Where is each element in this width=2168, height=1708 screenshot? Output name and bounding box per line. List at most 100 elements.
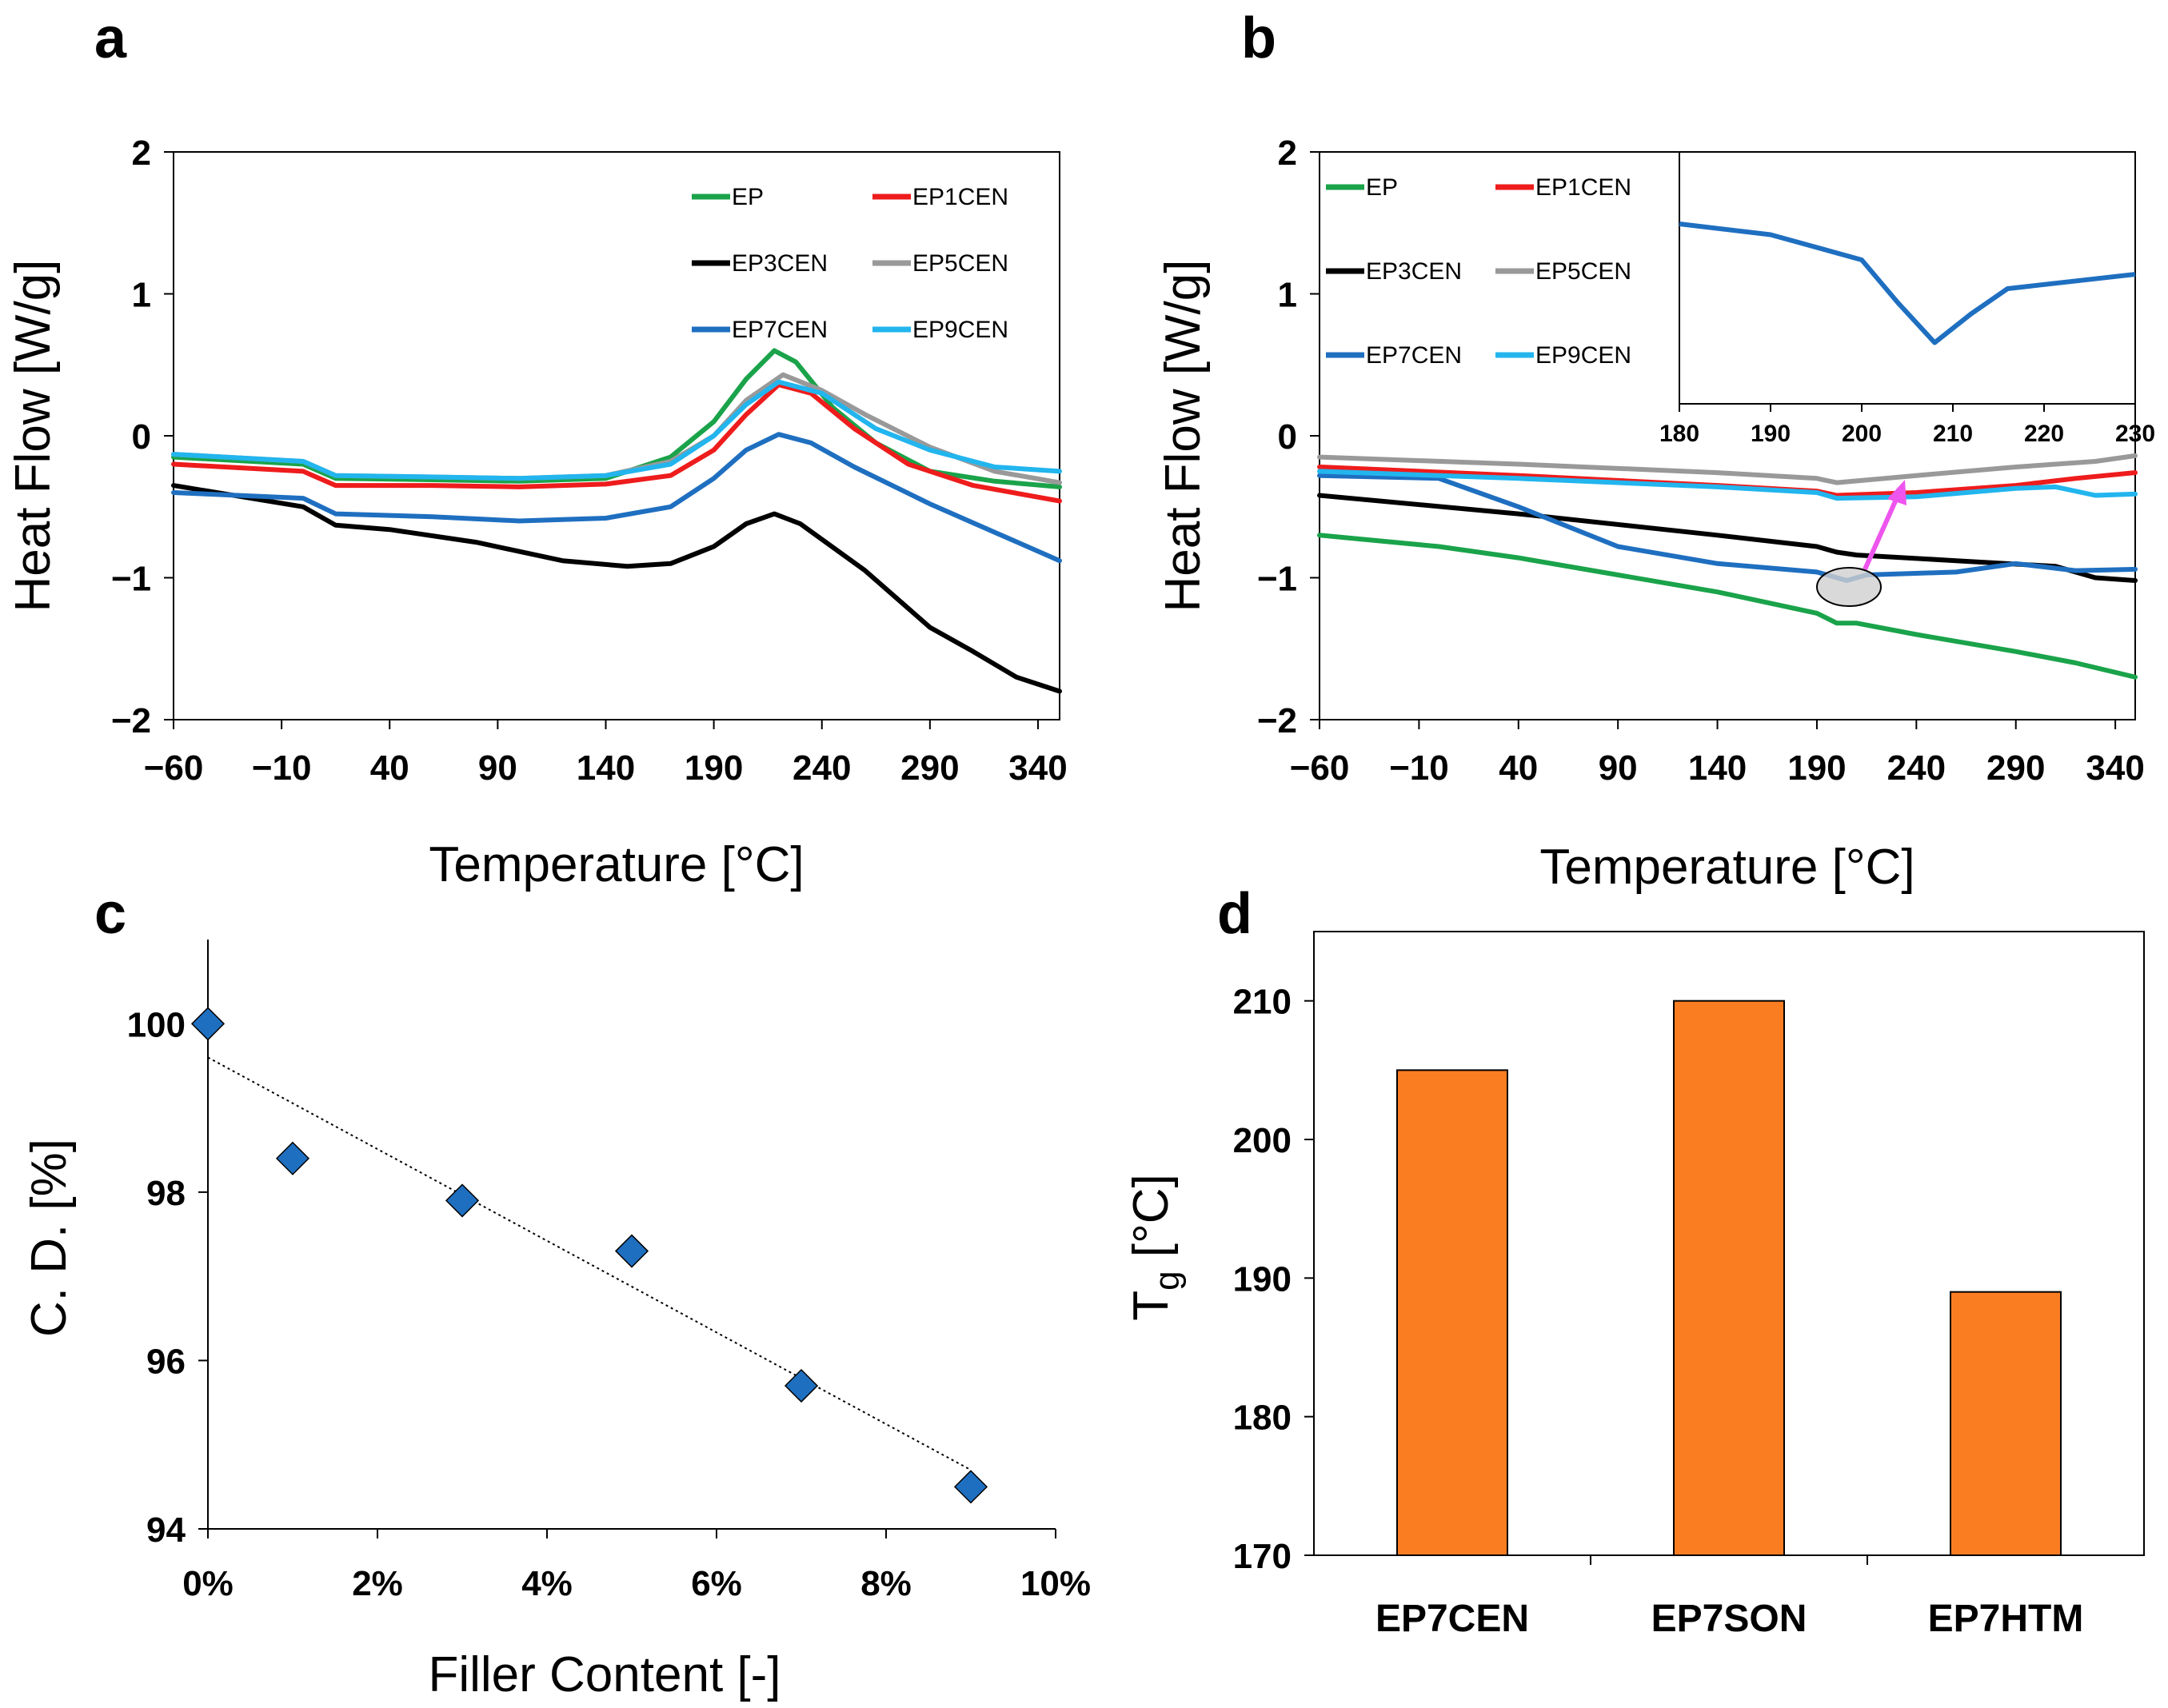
panel-d-category-label: EP7SON	[1651, 1598, 1807, 1640]
panel-a-series-ep	[171, 348, 1062, 489]
panel-a-series-ep9cen	[171, 379, 1062, 481]
panel-d-ytick-label: 180	[1233, 1399, 1292, 1438]
panel-b-ylabel: Heat Flow [W/g]	[1156, 260, 1211, 613]
panel-a-xlabel: Temperature [°C]	[429, 837, 804, 892]
panel-b-xtick-label: 240	[1887, 748, 1946, 788]
panel-d-ytick-label: 170	[1233, 1537, 1292, 1576]
panel-a-xtick-label: 90	[478, 748, 517, 788]
panel-c-data-point	[953, 1470, 988, 1504]
panel-b-series-ep	[1317, 533, 2138, 680]
panel-b-xtick-label: 40	[1499, 748, 1538, 788]
legend-label-ep5cen: EP5CEN	[1535, 258, 1631, 285]
panel-b-xtick-label: 90	[1599, 748, 1638, 788]
inset-series-ep7cen	[1679, 221, 2136, 345]
bar-ep7htm	[1950, 1291, 2062, 1556]
inset-xtick-label: 190	[1751, 421, 1791, 447]
panel-c-ytick-label: 96	[146, 1342, 186, 1381]
panel-c-xtick-label: 2%	[352, 1564, 403, 1603]
legend-label-ep3cen: EP3CEN	[1366, 258, 1462, 285]
legend-label-ep7cen: EP7CEN	[732, 317, 828, 343]
panel-a-xtick-label: 340	[1008, 748, 1067, 788]
panel-c-xtick-label: 8%	[860, 1564, 912, 1603]
panel-a-xtick-label: 140	[577, 748, 635, 788]
panel-d-ylabel-unit: [°C]	[1124, 1174, 1179, 1271]
panel-b-xtick-label: 140	[1688, 748, 1747, 788]
panel-b-series-ep7cen	[1317, 473, 2138, 583]
panel-c: c 0% 2% 4% 6% 8% 10% 94 96 98 100 Filler Content …	[22, 882, 1091, 1702]
panel-b-series-ep3cen	[1317, 493, 2138, 583]
panel-b-xtick-label: 290	[1986, 748, 2045, 788]
panel-c-ylabel: C. D. [%]	[22, 1139, 77, 1337]
panel-b-letter: b	[1241, 6, 1276, 70]
panel-c-xtick-label: 10%	[1020, 1564, 1091, 1603]
panel-a-series-ep7cen	[171, 432, 1062, 564]
panel-d-ytick-label: 210	[1233, 983, 1292, 1022]
legend-label-ep5cen: EP5CEN	[912, 250, 1008, 277]
panel-a-plot-area	[173, 151, 1060, 720]
bar-ep7cen	[1396, 1069, 1508, 1557]
legend-label-ep1cen: EP1CEN	[1535, 174, 1631, 201]
panel-b-ytick-label: −1	[1257, 560, 1297, 599]
panel-b-xtick-label: 340	[2086, 748, 2144, 788]
panel-b-arrow-shaft	[1863, 493, 1901, 571]
bar-ep7son	[1673, 1000, 1785, 1556]
panel-c-xtick-label: 0%	[182, 1564, 234, 1603]
panel-c-data-point	[784, 1368, 819, 1403]
panel-d: d 170 180 190 200 210 EP7CEN EP7SON EP7HTM Tg […	[1124, 882, 2145, 1640]
panel-a-xtick-label: 240	[793, 748, 851, 788]
panel-a-letter: a	[94, 6, 127, 70]
panel-a-ytick-label: −1	[111, 560, 151, 599]
panel-a-series-ep1cen	[171, 382, 1062, 504]
panel-b-xtick-label: −60	[1290, 748, 1350, 788]
legend-label-ep9cen: EP9CEN	[1535, 342, 1631, 369]
panel-c-xlabel: Filler Content [-]	[428, 1647, 781, 1702]
panel-c-data-point	[445, 1183, 480, 1218]
panel-b-ytick-label: 1	[1278, 276, 1297, 315]
panel-c-ytick-label: 98	[146, 1174, 186, 1213]
panel-b-ytick-label: −2	[1257, 701, 1297, 740]
panel-d-ylabel-subscript: g	[1148, 1271, 1187, 1290]
panel-a-xtick-label: −10	[252, 748, 312, 788]
legend-label-ep7cen: EP7CEN	[1366, 342, 1462, 369]
panel-c-xtick-label: 6%	[691, 1564, 742, 1603]
legend-label-ep: EP	[1366, 174, 1398, 201]
panel-a-xtick-label: 40	[370, 748, 409, 788]
legend-label-ep1cen: EP1CEN	[912, 184, 1008, 210]
panel-a-ytick-label: −2	[111, 701, 151, 740]
panel-d-category-label: EP7CEN	[1375, 1598, 1529, 1640]
panel-b-xtick-label: 190	[1787, 748, 1846, 788]
panel-b-inset	[1679, 151, 2136, 405]
inset-xtick-label: 230	[2115, 421, 2155, 447]
panel-b-highlight-ellipse	[1816, 567, 1882, 607]
panel-c-xtick-label: 4%	[521, 1564, 573, 1603]
panel-b-ytick-label: 0	[1278, 417, 1297, 457]
panel-c-trendline	[207, 1056, 972, 1471]
panel-a-ytick-label: 2	[132, 134, 151, 173]
panel-b-ytick-label: 2	[1278, 134, 1297, 173]
panel-b-xtick-label: −10	[1389, 748, 1449, 788]
inset-xtick-label: 180	[1659, 421, 1699, 447]
legend-label-ep: EP	[732, 184, 764, 210]
panel-c-ytick-label: 100	[127, 1005, 186, 1044]
panel-d-ytick-label: 190	[1233, 1259, 1292, 1299]
legend-label-ep9cen: EP9CEN	[912, 317, 1008, 343]
panel-c-data-point	[275, 1141, 310, 1175]
panel-c-ytick-label: 94	[146, 1510, 186, 1550]
inset-xtick-label: 200	[1842, 421, 1882, 447]
panel-a-xtick-label: −60	[144, 748, 204, 788]
panel-d-category-label: EP7HTM	[1928, 1598, 2084, 1640]
panel-b-xlabel: Temperature [°C]	[1539, 840, 1914, 895]
panel-a-xtick-label: 290	[900, 748, 959, 788]
panel-d-ytick-label: 200	[1233, 1121, 1292, 1160]
inset-xtick-label: 220	[2024, 421, 2064, 447]
panel-b-arrow-head	[1887, 480, 1906, 505]
panel-d-ylabel: Tg [°C]	[1124, 1174, 1187, 1321]
panel-a-ytick-label: 1	[132, 276, 151, 315]
panel-d-ylabel-main: T	[1124, 1291, 1179, 1321]
panel-a-series-ep3cen	[171, 483, 1062, 694]
panel-a-ylabel: Heat Flow [W/g]	[6, 260, 61, 613]
panel-b-series-ep5cen	[1317, 453, 2138, 485]
